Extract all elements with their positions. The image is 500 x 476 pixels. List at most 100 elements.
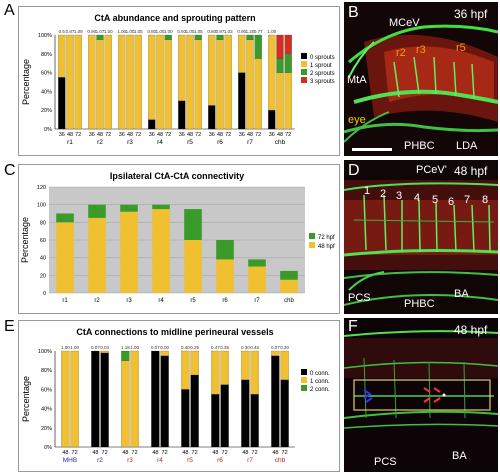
chart-a-toplabel-13: 1.00 — [186, 29, 195, 34]
photo-d-label-ba: BA — [454, 288, 469, 300]
photo-b-label-eye: eye — [348, 114, 366, 126]
chart-a-bar-chb-48-2 — [276, 58, 284, 73]
chart-e-xtick-r3-0: 48 — [122, 450, 128, 456]
chart-c-bar-r1-0 — [56, 222, 74, 293]
chart-a-toplabel-4: 1.07 — [96, 29, 105, 34]
chart-e-bar-chb-48-1 — [271, 350, 280, 356]
chart-a-group-r6: r6 — [217, 139, 223, 146]
chart-e-xtick-r7-1: 72 — [252, 450, 258, 456]
chart-a-ylabel: Percentage — [21, 59, 31, 105]
chart-e-bar-r2-48-0 — [91, 350, 100, 448]
chart-a-toplabel-8: 1.05 — [134, 29, 143, 34]
chart-a-bar-r2-36-1 — [88, 34, 96, 130]
chart-a-bar-chb-72-1 — [284, 72, 292, 130]
panel-letter-e: E — [4, 318, 15, 335]
chart-a-toplabel-15: 0.80 — [207, 29, 216, 34]
chart-a-ytick-1: 20% — [41, 108, 52, 114]
chart-e-group-r3: r3 — [127, 457, 133, 464]
chart-e-bar-r2-72-1 — [100, 350, 109, 354]
a-legend-label-1: 1 sprout — [310, 63, 332, 69]
chart-e-group-r5: r5 — [187, 457, 193, 464]
chart-a-bar-r7-48-2 — [246, 34, 254, 40]
chart-a-toplabel-1: 0.87 — [66, 29, 75, 34]
chart-c-bar-r7-0 — [248, 266, 266, 293]
panel-letter-a: A — [4, 2, 15, 19]
photo-b-label-r2: r2 — [396, 47, 406, 59]
micrograph-b: 36 hpf MCeV r2 r3 r5 MtA eye PHBC LDA — [344, 2, 498, 156]
chart-a-bar-r7-72-1 — [254, 58, 262, 130]
c-legend-label-0: 72 hpf — [318, 235, 335, 241]
chart-a-toplabel-2: 1.09 — [74, 29, 83, 34]
chart-a-xtick-chb-2: 72 — [285, 132, 291, 138]
chart-a-toplabel-7: 1.00 — [126, 29, 135, 34]
chart-a-xtick-chb-0: 36 — [269, 132, 275, 138]
chart-e-toplabel-8: 0.40 — [181, 345, 190, 350]
chart-a-toplabel-14: 1.05 — [194, 29, 203, 34]
chart-a-bar-r7-36-0 — [238, 72, 246, 130]
chart-e-bar-r6-72-1 — [220, 350, 229, 385]
chart-e-bar-r4-48-0 — [151, 350, 160, 448]
chart-c-ytick-5: 100 — [37, 203, 46, 209]
chart-e-ytick-4: 80% — [41, 368, 52, 374]
chart-e-xtick-r7-0: 48 — [242, 450, 248, 456]
chart-e-bar-r7-48-0 — [241, 379, 250, 448]
chart-c: Ipsilateral CtA-CtA connectivity Percenta… — [18, 164, 340, 314]
chart-e-xtick-r4-1: 72 — [162, 450, 168, 456]
chart-e-xtick-r6-1: 72 — [222, 450, 228, 456]
photo-d-label-pcev: PCeV' — [416, 164, 447, 176]
chart-e-ytick-2: 40% — [41, 407, 52, 413]
photo-d-label-6: 6 — [448, 196, 455, 208]
photo-b-label-r5: r5 — [456, 42, 466, 54]
chart-c-bar-r3-1 — [120, 204, 138, 212]
chart-e-bar-r3-48-1 — [121, 360, 130, 448]
chart-c-xtick-r5: r5 — [190, 298, 196, 304]
chart-e-toplabel-14: 0.07 — [271, 345, 280, 350]
panel-letter-d: D — [348, 162, 360, 179]
chart-a-bar-r7-48-1 — [246, 39, 254, 130]
a-legend-swatch-0 — [301, 53, 307, 59]
chart-e-bar-r6-48-1 — [211, 350, 220, 395]
chart-c-xtick-r7: r7 — [254, 298, 260, 304]
micrograph-f-image — [344, 318, 498, 472]
chart-c-bar-r7-1 — [248, 259, 266, 267]
chart-a-ytick-0: 0% — [44, 127, 52, 133]
chart-a-bar-r4-48-1 — [156, 34, 164, 130]
chart-e-toplabel-0: 1.00 — [61, 345, 70, 350]
chart-e-xtick-r6-0: 48 — [212, 450, 218, 456]
chart-a-xtick-r7-2: 72 — [255, 132, 261, 138]
chart-c-xtick-r6: r6 — [222, 298, 228, 304]
chart-a-ytick-5: 100% — [38, 33, 52, 39]
chart-a-bar-chb-36-1 — [268, 34, 276, 111]
e-legend-label-0: 0 conn. — [310, 371, 330, 377]
chart-e-toplabel-15: 0.30 — [280, 345, 289, 350]
chart-c-ytick-1: 20 — [40, 273, 46, 279]
chart-a-group-r3: r3 — [127, 139, 133, 146]
chart-e-group-r4: r4 — [157, 457, 163, 464]
chart-c-bar-r5-1 — [184, 209, 202, 240]
photo-d-label-pcs: PCS — [348, 292, 371, 304]
chart-c-ytick-3: 60 — [40, 238, 46, 244]
e-legend-swatch-1 — [301, 377, 307, 383]
chart-a-xtick-r1-2: 72 — [75, 132, 81, 138]
chart-c-bar-r5-0 — [184, 240, 202, 293]
chart-a-xtick-r4-0: 36 — [149, 132, 155, 138]
chart-e-bar-r5-48-1 — [181, 350, 190, 390]
chart-e-ylabel: Percentage — [21, 376, 31, 422]
chart-a-group-chb: chb — [275, 139, 286, 146]
chart-a-xtick-r7-1: 48 — [247, 132, 253, 138]
chart-a-toplabel-16: 0.97 — [216, 29, 225, 34]
chart-a-ytick-4: 80% — [41, 52, 52, 58]
chart-a-bar-r5-36-1 — [178, 34, 186, 101]
chart-c-bar-r6-1 — [216, 240, 234, 260]
chart-a-bar-r3-48-1 — [126, 34, 134, 130]
chart-e-bar-r5-72-0 — [190, 374, 199, 448]
photo-d-time: 48 hpf — [454, 164, 488, 178]
chart-e-toplabel-13: 0.45 — [250, 345, 259, 350]
photo-d-label-2: 2 — [380, 188, 387, 200]
a-legend-label-2: 2 sprouts — [310, 71, 335, 77]
chart-a-xtick-r3-0: 36 — [119, 132, 125, 138]
chart-e-xtick-r3-1: 72 — [132, 450, 138, 456]
chart-e-bar-chb-72-1 — [280, 350, 289, 380]
chart-e-toplabel-1: 1.00 — [70, 345, 79, 350]
chart-c-bar-r1-1 — [56, 213, 74, 223]
